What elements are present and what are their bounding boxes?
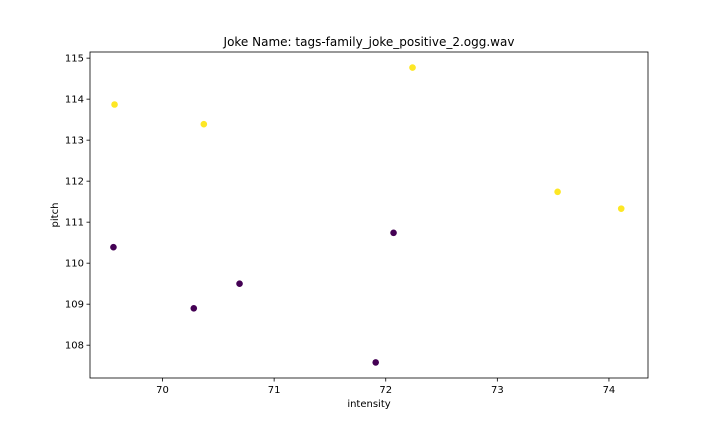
- data-point: [111, 101, 118, 108]
- x-axis-label: intensity: [347, 399, 390, 410]
- data-point: [554, 188, 561, 196]
- data-point: [110, 243, 117, 251]
- chart-title: Joke Name: tags-family_joke_positive_2.o…: [223, 35, 515, 49]
- data-point: [236, 280, 243, 287]
- y-tick-label: 108: [65, 341, 84, 352]
- y-tick-label: 115: [65, 54, 84, 65]
- data-point: [190, 304, 198, 312]
- x-axis: 70 71 72 73 74: [156, 378, 615, 396]
- y-axis: 108 109 110 111 112 113 114 115: [65, 54, 90, 352]
- y-tick-label: 112: [65, 177, 84, 188]
- data-point: [372, 359, 380, 366]
- x-tick-label: 70: [156, 385, 169, 396]
- y-tick-label: 114: [65, 95, 84, 106]
- data-point: [409, 64, 416, 71]
- x-tick-label: 73: [491, 385, 504, 396]
- x-tick-label: 72: [379, 385, 392, 396]
- y-tick-label: 113: [65, 136, 84, 147]
- x-tick-label: 71: [268, 385, 281, 396]
- y-tick-label: 109: [65, 300, 84, 311]
- data-point: [390, 229, 397, 237]
- y-tick-label: 111: [65, 218, 84, 229]
- data-point: [200, 120, 208, 128]
- y-tick-label: 110: [65, 259, 84, 270]
- y-axis-label: pitch: [50, 203, 61, 228]
- points-layer: [110, 64, 625, 366]
- x-tick-label: 74: [603, 385, 616, 396]
- data-point: [617, 205, 625, 212]
- plot-frame: [89, 51, 649, 379]
- plot-area: [90, 52, 648, 378]
